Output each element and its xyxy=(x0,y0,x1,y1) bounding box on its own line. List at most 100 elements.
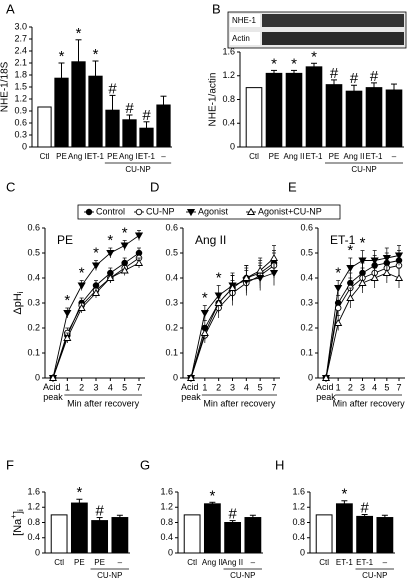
y-tick-label: 0 xyxy=(230,141,235,151)
panel-title: Ang II xyxy=(195,233,226,247)
panel-label: C xyxy=(6,179,15,194)
x-tick-label: Acid peak xyxy=(316,382,336,402)
significance-mark: * xyxy=(64,292,70,309)
y-tick-label: 0.6 xyxy=(14,117,27,127)
significance-mark: # xyxy=(370,68,379,85)
y-tick-label: 1.2 xyxy=(292,502,305,512)
y-tick-label: 0 xyxy=(308,372,313,382)
data-point xyxy=(77,282,86,290)
y-tick-label: 0.2 xyxy=(165,322,178,332)
x-tick-label: – xyxy=(118,558,123,567)
data-point xyxy=(346,265,355,273)
y-tick-label: 0.3 xyxy=(300,297,313,307)
x-tick-label: 5 xyxy=(258,382,263,392)
y-tick-label: 0.8 xyxy=(222,94,235,104)
group-label: CU-NP xyxy=(351,165,376,174)
y-tick-label: 1.5 xyxy=(14,81,27,91)
data-point xyxy=(200,310,209,318)
bar xyxy=(265,72,283,148)
group-label: CU-NP xyxy=(97,571,122,580)
significance-mark: * xyxy=(341,486,347,503)
y-tick-label: 0.8 xyxy=(160,517,173,527)
x-tick-label: PE xyxy=(94,558,105,567)
y-tick-label: 1.8 xyxy=(14,69,27,79)
significance-mark: * xyxy=(209,487,215,504)
x-tick-label: Ang II xyxy=(202,558,223,567)
bar xyxy=(71,61,86,148)
bar xyxy=(224,522,242,554)
y-tick-label: 0.1 xyxy=(165,347,178,357)
data-point xyxy=(242,273,251,281)
panel-label: F xyxy=(6,457,14,472)
x-tick-label: ET-1 xyxy=(366,152,383,161)
x-tick-label: ET-1 xyxy=(87,152,104,161)
panel-label: E xyxy=(288,179,297,194)
significance-mark: # xyxy=(95,503,104,520)
data-point xyxy=(269,253,279,261)
data-point xyxy=(120,242,129,250)
x-axis-label: Min after recovery xyxy=(67,398,140,408)
data-point xyxy=(91,262,101,270)
y-tick-label: 0.4 xyxy=(165,272,178,282)
x-tick-label: 1 xyxy=(65,382,70,392)
data-point xyxy=(63,310,72,318)
x-tick-label: 7 xyxy=(271,382,276,392)
x-tick-label: PE xyxy=(107,152,118,161)
y-axis-label-part: ΔpH xyxy=(12,293,24,314)
data-point xyxy=(91,288,101,296)
significance-mark: * xyxy=(59,48,65,65)
y-tick-label: 1.6 xyxy=(27,486,40,496)
x-tick-label: PE xyxy=(329,152,340,161)
y-tick-label: 0.1 xyxy=(300,347,313,357)
data-point xyxy=(370,257,379,265)
x-tick-label: 1 xyxy=(202,382,207,392)
bar xyxy=(37,106,52,148)
y-tick-label: 0.4 xyxy=(160,532,173,542)
data-point xyxy=(358,257,367,265)
group-label: CU-NP xyxy=(125,165,150,174)
bar xyxy=(111,517,129,554)
bar xyxy=(88,75,103,148)
blot-label: NHE-1 xyxy=(232,16,257,25)
x-tick-label: 3 xyxy=(93,382,98,392)
y-tick-label: 1.2 xyxy=(160,502,173,512)
y-tick-label: 0.2 xyxy=(27,322,40,332)
panel-label: H xyxy=(275,457,284,472)
x-tick-label: Ang II xyxy=(222,558,243,567)
y-axis-label-part: i xyxy=(16,291,25,293)
significance-mark: * xyxy=(93,46,99,63)
bar xyxy=(70,502,88,554)
x-tick-label: ET-1 xyxy=(306,152,323,161)
x-tick-label: Ctl xyxy=(249,152,259,161)
x-tick-label: PE xyxy=(269,152,280,161)
data-point xyxy=(334,285,343,293)
legend-marker xyxy=(186,209,196,217)
x-tick-label: Ctl xyxy=(319,558,329,567)
y-tick-label: 0 xyxy=(300,547,305,557)
x-tick-label: 1 xyxy=(336,382,341,392)
significance-mark: # xyxy=(142,107,151,124)
significance-mark: # xyxy=(228,506,237,523)
legend-label: Control xyxy=(96,206,125,216)
significance-mark: * xyxy=(202,289,208,306)
x-tick-label: ET-1 xyxy=(336,558,353,567)
bar xyxy=(335,503,353,554)
y-tick-label: 0.4 xyxy=(292,532,305,542)
bar xyxy=(245,87,263,148)
significance-mark: * xyxy=(107,232,113,249)
y-axis-label: NHE-1/18S xyxy=(0,61,11,112)
legend-marker xyxy=(246,207,256,215)
significance-mark: * xyxy=(122,224,128,241)
y-axis-label-part: + xyxy=(9,514,18,519)
data-point xyxy=(77,303,86,311)
y-tick-label: 0.8 xyxy=(27,517,40,527)
significance-mark: * xyxy=(93,244,99,261)
blot-label: Actin xyxy=(232,34,250,43)
y-tick-label: 2.1 xyxy=(14,57,27,67)
data-point xyxy=(106,250,115,258)
significance-mark: * xyxy=(216,269,222,286)
x-tick-label: 2 xyxy=(216,382,221,392)
x-tick-label: – xyxy=(383,558,388,567)
x-tick-label: 4 xyxy=(244,382,249,392)
